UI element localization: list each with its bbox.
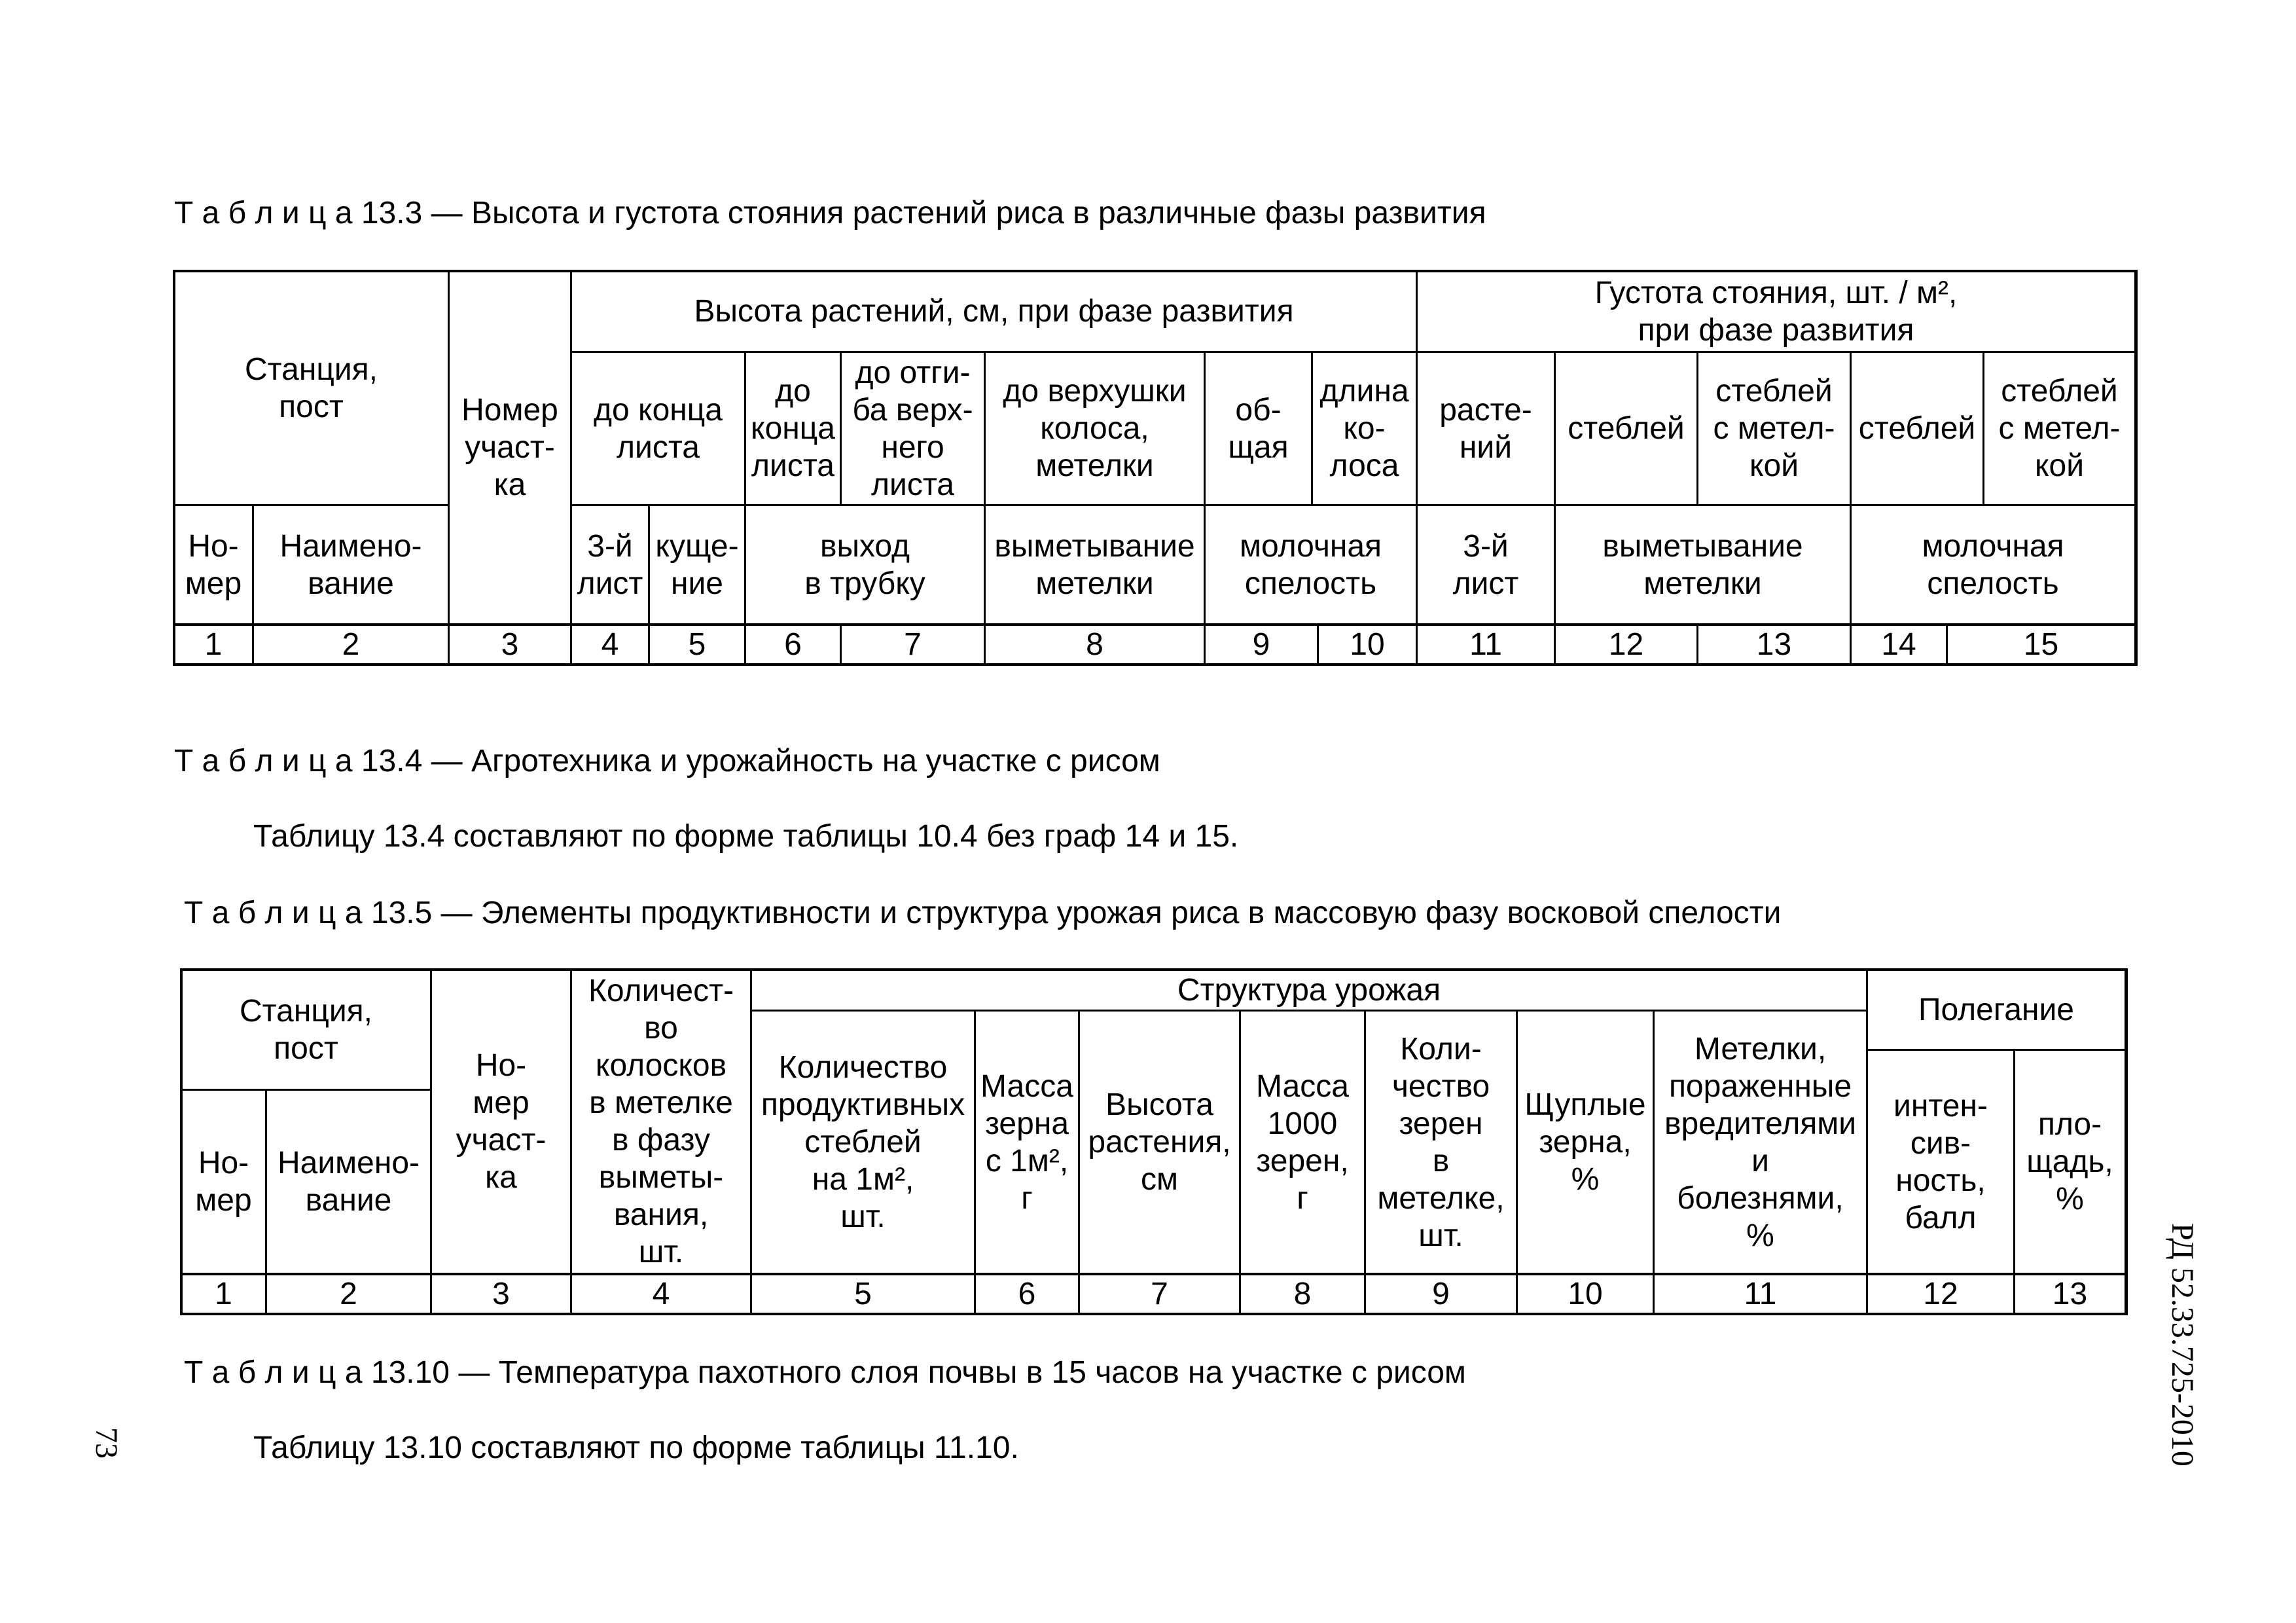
- phase-booting: выход в трубку: [745, 505, 985, 625]
- header-shrivelled-grains: Щуплые зерна, %: [1516, 1010, 1654, 1274]
- table-13-10-note: Таблицу 13.10 составляют по форме таблиц…: [253, 1431, 1019, 1465]
- header-plant-height: Высота растения, см: [1079, 1010, 1240, 1274]
- column-number: 1: [181, 1273, 266, 1314]
- header-station-number: Но- мер: [173, 505, 253, 625]
- header-to-ear-top: до верхушки колоса, метелки: [984, 352, 1205, 505]
- column-number: 13: [1697, 624, 1851, 665]
- document-code: РД 52.33.725-2010: [2165, 1223, 2200, 1467]
- header-height-group: Высота растений, см, при фазе развития: [571, 270, 1417, 352]
- header-damaged-panicles: Метелки, пораженные вредителями и болезн…: [1653, 1010, 1867, 1274]
- column-number: 9: [1204, 624, 1318, 665]
- phase-milk-ripeness: молочная спелость: [1204, 505, 1417, 625]
- column-number: 3: [448, 624, 571, 665]
- table-13-4-note: Таблицу 13.4 составляют по форме таблицы…: [253, 819, 1239, 854]
- divider: [173, 623, 2138, 626]
- column-number: 9: [1365, 1273, 1517, 1314]
- phase-third-leaf-2: 3-й лист: [1416, 505, 1555, 625]
- phase-heading-2: выметывание метелки: [1554, 505, 1851, 625]
- header-station: Станция, пост: [181, 969, 431, 1090]
- header-stems: стеблей: [1554, 352, 1698, 505]
- column-number: 7: [1079, 1273, 1240, 1314]
- header-spikelets-per-panicle: Количест- во колосков в метелке в фазу в…: [571, 969, 751, 1274]
- header-lodging-intensity: интен- сив- ность, балл: [1867, 1049, 2015, 1274]
- header-total: об- щая: [1204, 352, 1312, 505]
- header-to-leaf-tip: до конца листа: [571, 352, 745, 505]
- column-number: 12: [1554, 624, 1698, 665]
- column-number: 10: [1318, 624, 1417, 665]
- header-stems-2: стеблей: [1850, 352, 1984, 505]
- column-number: 3: [431, 1273, 571, 1314]
- header-density-group: Густота стояния, шт. / м², при фазе разв…: [1416, 270, 2136, 352]
- column-number: 13: [2014, 1273, 2126, 1314]
- divider: [180, 1273, 2128, 1275]
- header-station-name: Наимено- вание: [253, 505, 449, 625]
- phase-heading: выметывание метелки: [984, 505, 1205, 625]
- header-stems-with-panicle: стеблей с метел- кой: [1697, 352, 1851, 505]
- header-station-name: Наимено- вание: [266, 1089, 431, 1274]
- table-13-5-title: Т а б л и ц а 13.5 — Элементы продуктивн…: [184, 896, 1782, 930]
- column-number: 6: [975, 1273, 1079, 1314]
- column-number: 8: [984, 624, 1205, 665]
- table-13-4-title: Т а б л и ц а 13.4 — Агротехника и урожа…: [174, 744, 1160, 778]
- header-grain-mass: Масса зерна с 1м², г: [975, 1010, 1079, 1274]
- header-yield-structure: Структура урожая: [751, 969, 1867, 1011]
- header-station-number: Но- мер: [181, 1089, 266, 1274]
- header-plot-number: Но- мер участ- ка: [431, 969, 571, 1274]
- column-number: 12: [1867, 1273, 2015, 1314]
- column-number: 2: [253, 624, 449, 665]
- header-stems-with-panicle-2: стеблей с метел- кой: [1983, 352, 2136, 505]
- header-lodging: Полегание: [1867, 969, 2126, 1050]
- table-13-3-title: Т а б л и ц а 13.3 — Высота и густота ст…: [174, 196, 1486, 230]
- column-number: 11: [1653, 1273, 1867, 1314]
- phase-tillering: куще- ние: [649, 505, 745, 625]
- column-number: 6: [745, 624, 841, 665]
- column-number: 7: [840, 624, 985, 665]
- header-productive-stems: Количество продуктивных стеблей на 1м², …: [751, 1010, 975, 1274]
- column-number: 1: [173, 624, 253, 665]
- column-number: 11: [1416, 624, 1555, 665]
- header-grains-per-panicle: Коли- чество зерен в метелке, шт.: [1365, 1010, 1517, 1274]
- column-number: 15: [1946, 624, 2136, 665]
- column-number: 14: [1850, 624, 1947, 665]
- column-number: 10: [1516, 1273, 1654, 1314]
- phase-third-leaf: 3-й лист: [571, 505, 649, 625]
- column-number: 5: [649, 624, 745, 665]
- column-number: 2: [266, 1273, 431, 1314]
- header-station: Станция, пост: [173, 270, 449, 505]
- header-plants: расте- ний: [1416, 352, 1555, 505]
- header-1000-grain-mass: Масса 1000 зерен, г: [1240, 1010, 1365, 1274]
- header-to-upper-leaf-bend: до отги- ба верх- него листа: [840, 352, 985, 505]
- header-to-leaf-tip-2: до конца листа: [745, 352, 841, 505]
- column-number: 8: [1240, 1273, 1365, 1314]
- phase-milk-ripeness-2: молочная спелость: [1850, 505, 2136, 625]
- header-ear-length: длина ко- лоса: [1312, 352, 1417, 505]
- column-number: 5: [751, 1273, 975, 1314]
- header-lodging-area: пло- щадь, %: [2014, 1049, 2126, 1274]
- header-plot-number: Номер участ- ка: [448, 270, 571, 625]
- page-number: 73: [89, 1427, 124, 1459]
- column-number: 4: [571, 1273, 751, 1314]
- column-number: 4: [571, 624, 649, 665]
- table-13-10-title: Т а б л и ц а 13.10 — Температура пахотн…: [184, 1355, 1466, 1390]
